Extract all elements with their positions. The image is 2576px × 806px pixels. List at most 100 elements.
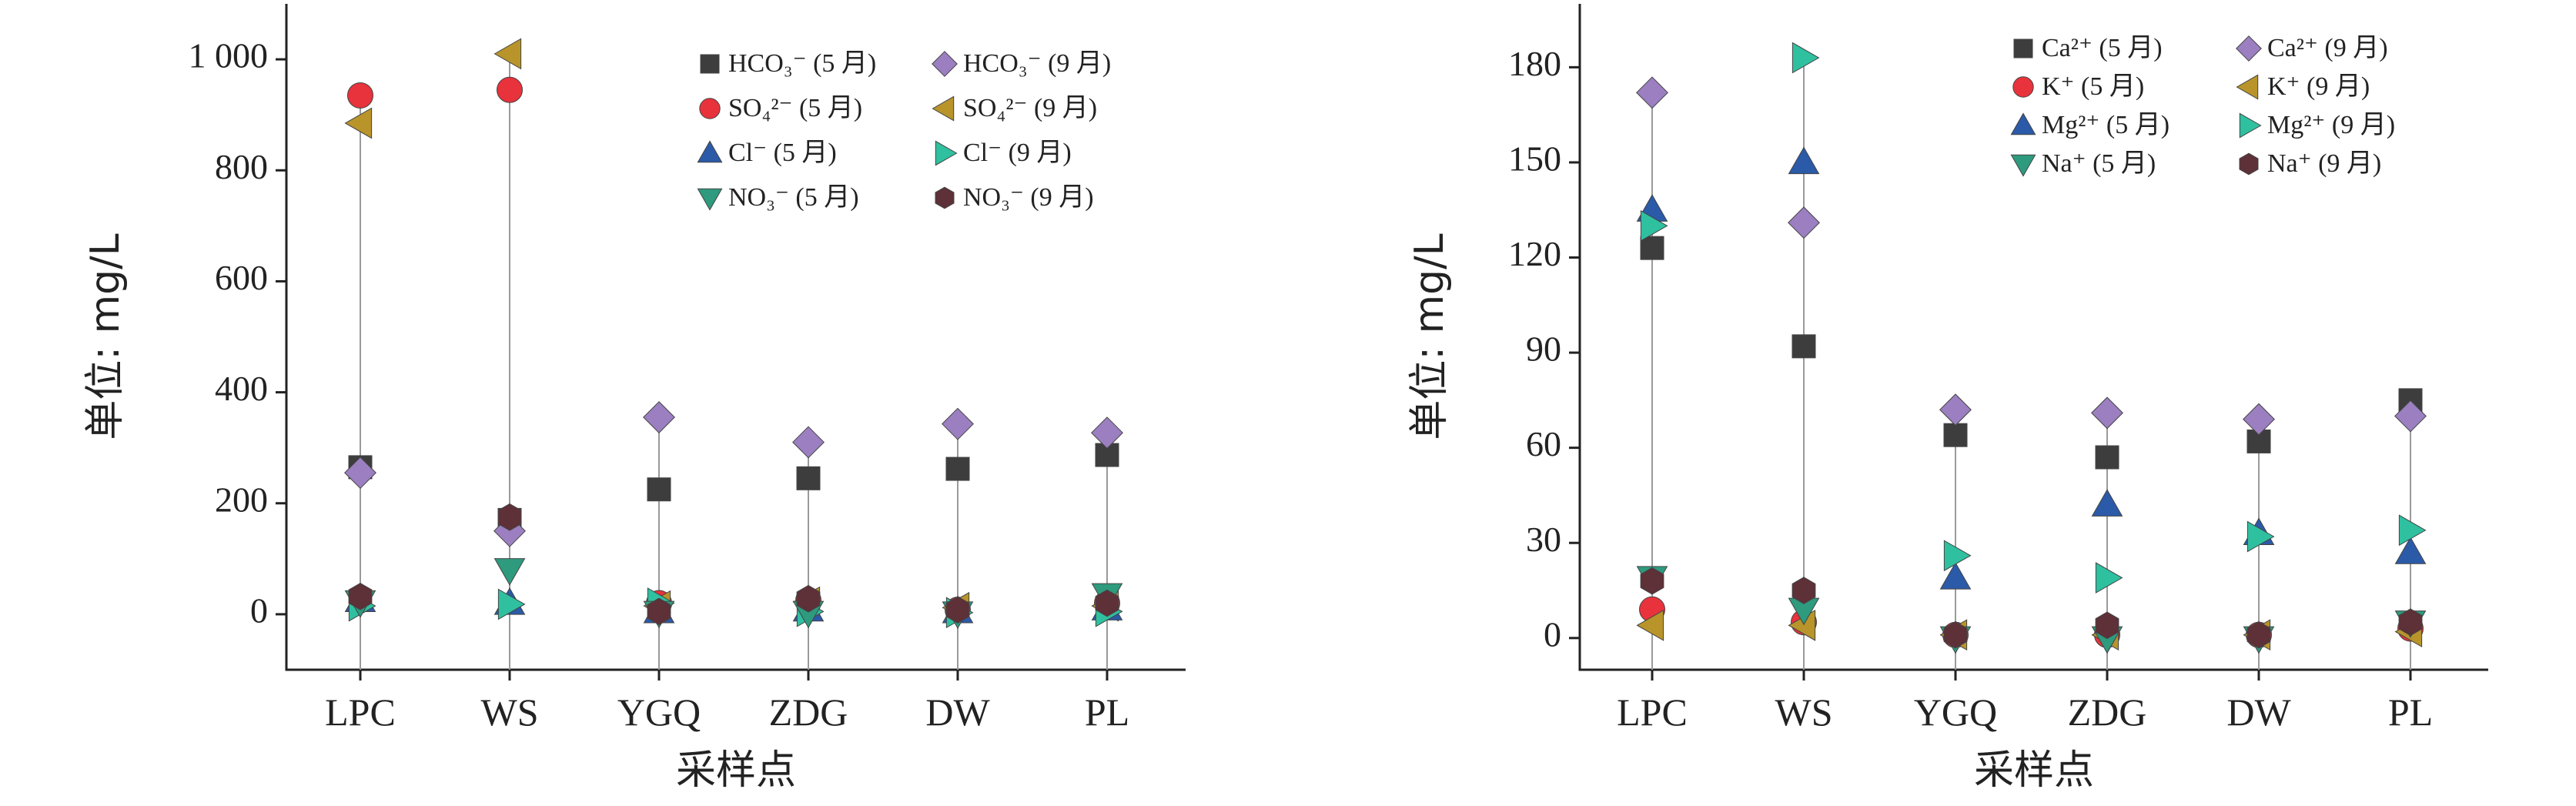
- legend-label-mg2plus-m9: Mg²⁺ (9 月): [2267, 111, 2395, 139]
- y-axis-title: 单位: mg/L: [1407, 233, 1453, 440]
- series-kplus-m5: [1639, 596, 2424, 648]
- y-tick-label: 200: [215, 480, 268, 519]
- series-naplus-m9: [1640, 567, 2423, 649]
- series-hco3minus-m9: [344, 401, 1123, 547]
- legend-marker-clminus-m9: [935, 140, 958, 166]
- series-ca2plus-m9: [1636, 76, 2427, 436]
- point-hco3minus-m9-lpc: [344, 457, 376, 490]
- point-ca2plus-m9-ygq: [1939, 393, 1972, 426]
- y-tick-label: 180: [1508, 44, 1561, 83]
- series-ca2plus-m5: [1640, 236, 2423, 470]
- point-so42minus-m9-lpc: [344, 107, 373, 139]
- legend-label-ca2plus-m9: Ca²⁺ (9 月): [2267, 34, 2388, 62]
- y-tick-label: 600: [215, 258, 268, 297]
- x-tick-label-ws: WS: [481, 691, 539, 734]
- point-naplus-m9-zdg: [2095, 611, 2119, 640]
- y-tick-label: 400: [215, 369, 268, 408]
- point-mg2plus-m9-zdg: [2095, 562, 2123, 594]
- legend-marker-ca2plus-m9: [2236, 35, 2262, 62]
- legend-marker-kplus-m5: [2012, 76, 2034, 98]
- y-tick-label: 800: [215, 147, 268, 186]
- point-naplus-m9-dw: [2246, 620, 2271, 649]
- legend-marker-kplus-m9: [2236, 74, 2259, 100]
- point-mg2plus-m9-lpc: [1640, 209, 1668, 242]
- point-ca2plus-m5-ws: [1791, 334, 1816, 359]
- x-tick-label-lpc: LPC: [325, 691, 396, 734]
- point-ca2plus-m5-ygq: [1943, 423, 1968, 447]
- point-mg2plus-m5-ws: [1788, 146, 1820, 175]
- point-hco3minus-m5-zdg: [796, 466, 821, 490]
- point-no3minus-m9-ygq: [647, 597, 671, 626]
- series-naplus-m5: [1636, 566, 2427, 654]
- legend-label-no3minus-m9: NO₃⁻ (9 月): [963, 183, 1094, 212]
- x-tick-label-pl: PL: [1085, 691, 1129, 734]
- legend-marker-so42minus-m5: [699, 98, 721, 119]
- y-tick-label: 0: [1544, 614, 1561, 654]
- point-ca2plus-m9-lpc: [1636, 76, 1668, 109]
- series-hco3minus-m5: [348, 443, 1119, 532]
- legend-label-naplus-m5: Na⁺ (5 月): [2042, 149, 2156, 178]
- point-ca2plus-m9-pl: [2394, 400, 2427, 433]
- point-ca2plus-m9-zdg: [2091, 396, 2123, 430]
- point-ca2plus-m5-zdg: [2095, 445, 2119, 470]
- point-mg2plus-m9-ws: [1791, 42, 1820, 74]
- legend-marker-so42minus-m9: [932, 95, 955, 122]
- series-no3minus-m9: [348, 503, 1119, 626]
- y-tick-label: 30: [1526, 520, 1561, 559]
- legend-label-no3minus-m5: NO₃⁻ (5 月): [728, 183, 859, 212]
- y-tick-label: 90: [1526, 329, 1561, 369]
- legend: HCO₃⁻ (5 月) HCO₃⁻ (9 月) SO₄²⁻ (5 月) SO₄²⁻ (…: [697, 49, 1111, 212]
- point-clminus-m9-ws: [497, 588, 526, 620]
- legend-label-hco3minus-m9: HCO₃⁻ (9 月): [963, 49, 1111, 78]
- legend-label-clminus-m5: Cl⁻ (5 月): [728, 139, 837, 167]
- point-no3minus-m9-dw: [945, 596, 970, 624]
- legend-marker-ca2plus-m5: [2013, 38, 2033, 59]
- point-no3minus-m9-zdg: [796, 584, 821, 613]
- point-mg2plus-m9-pl: [2398, 514, 2427, 547]
- x-tick-label-zdg: ZDG: [2068, 691, 2147, 734]
- x-tick-label-zdg: ZDG: [769, 691, 848, 734]
- point-naplus-m9-lpc: [1640, 567, 1664, 595]
- point-kplus-m9-lpc: [1636, 609, 1664, 641]
- legend-marker-naplus-m5: [2010, 154, 2036, 177]
- legend-marker-mg2plus-m9: [2239, 112, 2262, 139]
- legend-marker-hco3minus-m9: [932, 51, 958, 77]
- legend-label-naplus-m9: Na⁺ (9 月): [2267, 149, 2381, 178]
- point-mg2plus-m9-ygq: [1943, 540, 1972, 572]
- point-so42minus-m9-ws: [493, 38, 522, 70]
- x-tick-label-pl: PL: [2388, 691, 2433, 734]
- point-no3minus-m9-pl: [1095, 589, 1119, 617]
- series-no3minus-m5: [344, 558, 1123, 629]
- x-axis-title: 采样点: [676, 747, 796, 794]
- point-mg2plus-m9-dw: [2246, 520, 2275, 553]
- x-tick-label-dw: DW: [2226, 691, 2291, 734]
- legend-marker-clminus-m5: [697, 140, 723, 163]
- x-tick-label-ws: WS: [1775, 691, 1833, 734]
- series-so42minus-m9: [344, 38, 1119, 624]
- point-hco3minus-m9-zdg: [792, 426, 825, 459]
- point-naplus-m9-ws: [1791, 577, 1816, 604]
- point-mg2plus-m5-zdg: [2091, 489, 2123, 517]
- x-axis-title: 采样点: [1974, 747, 2094, 794]
- legend-label-kplus-m5: K⁺ (5 月): [2042, 72, 2144, 101]
- point-so42minus-m5-lpc: [347, 82, 373, 109]
- point-ca2plus-m9-dw: [2243, 403, 2275, 436]
- legend-label-hco3minus-m5: HCO₃⁻ (5 月): [728, 49, 876, 78]
- point-no3minus-m5-ws: [493, 558, 526, 586]
- point-naplus-m9-pl: [2398, 608, 2423, 637]
- chart-left-panel: 0 200 400 600 800 1 000 LPC WS YGQ ZDG DW PL 采样点 单位: …: [82, 4, 1186, 794]
- legend-marker-naplus-m9: [2239, 152, 2259, 176]
- x-tick-label-ygq: YGQ: [1914, 691, 1997, 734]
- y-tick-label: 120: [1508, 234, 1561, 273]
- point-no3minus-m9-ws: [497, 503, 522, 531]
- y-tick-label: 0: [250, 590, 268, 630]
- point-naplus-m9-ygq: [1943, 620, 1968, 649]
- legend-marker-hco3minus-m5: [700, 54, 720, 74]
- y-tick-label: 60: [1526, 424, 1561, 463]
- y-tick-label: 150: [1508, 139, 1561, 179]
- point-mg2plus-m5-pl: [2394, 537, 2427, 564]
- axis-frame: [285, 4, 1186, 671]
- legend-label-ca2plus-m5: Ca²⁺ (5 月): [2042, 34, 2163, 62]
- series-clminus-m9: [348, 587, 1123, 629]
